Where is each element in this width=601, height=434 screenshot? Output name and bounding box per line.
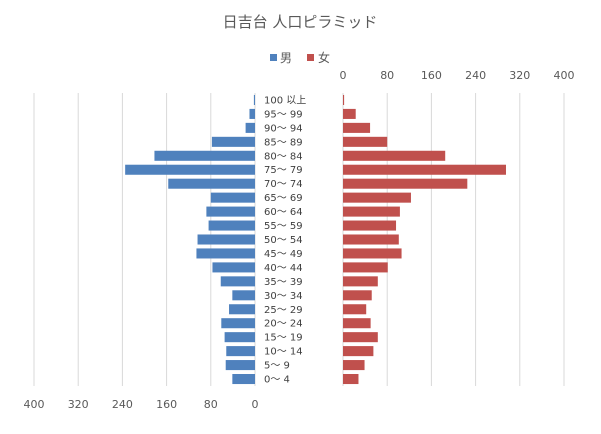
male-bar: [212, 262, 255, 273]
age-group-label: 0～ 4: [264, 375, 290, 386]
female-bar: [343, 206, 400, 217]
male-bar: [229, 304, 255, 315]
age-group-label: 35～ 39: [264, 277, 303, 288]
female-bar: [343, 276, 378, 287]
male-axis-tick-label: 0: [252, 398, 259, 411]
female-bar: [343, 346, 374, 357]
female-bar: [343, 192, 411, 203]
male-axis-tick-label: 240: [112, 398, 133, 411]
age-group-label: 5～ 9: [264, 361, 290, 372]
female-axis-ticks: 0 80 160 240 320 400: [340, 69, 575, 82]
male-axis-tick-label: 400: [24, 398, 45, 411]
male-bar: [208, 220, 255, 231]
age-group-label: 95～ 99: [264, 109, 303, 120]
female-bar: [343, 360, 365, 371]
male-bar: [125, 164, 255, 175]
age-group-label: 70～ 74: [264, 179, 303, 190]
age-group-label: 40～ 44: [264, 263, 303, 274]
male-bars: [125, 94, 255, 385]
female-bar: [343, 220, 397, 231]
age-group-label: 85～ 89: [264, 137, 303, 148]
age-group-label: 90～ 94: [264, 123, 303, 134]
age-group-label: 10～ 14: [264, 347, 303, 358]
female-axis-tick-label: 80: [380, 69, 394, 82]
male-axis-tick-label: 160: [156, 398, 177, 411]
female-bar: [343, 332, 378, 343]
male-bar: [225, 360, 255, 371]
female-bars: [343, 94, 506, 385]
male-bar: [232, 290, 255, 301]
male-bar: [249, 108, 255, 119]
legend-swatch-female: [307, 54, 314, 61]
female-bar: [343, 136, 388, 147]
age-group-label: 50～ 54: [264, 235, 303, 246]
male-bar: [220, 276, 255, 287]
female-bar: [343, 290, 372, 301]
female-bar: [343, 164, 506, 175]
female-bar: [343, 374, 359, 385]
male-bar: [224, 332, 255, 343]
age-group-label: 75～ 79: [264, 165, 303, 176]
male-bar: [253, 94, 255, 105]
male-axis-ticks: 400 320 240 160 80 0: [24, 398, 259, 411]
female-bar: [343, 94, 345, 105]
female-bar: [343, 178, 468, 189]
age-group-label: 25～ 29: [264, 305, 303, 316]
age-group-label: 65～ 69: [264, 193, 303, 204]
age-group-label: 55～ 59: [264, 221, 303, 232]
male-bar: [226, 346, 255, 357]
male-axis-tick-label: 320: [68, 398, 89, 411]
female-bar: [343, 150, 446, 161]
female-bar: [343, 234, 399, 245]
male-bar: [197, 234, 255, 245]
chart-title: 日吉台 人口ピラミッド: [223, 13, 378, 31]
female-bar: [343, 304, 367, 315]
female-axis-tick-label: 240: [465, 69, 486, 82]
female-bar: [343, 122, 371, 133]
male-bar: [232, 374, 255, 385]
age-group-label: 45～ 49: [264, 249, 303, 260]
age-group-label: 100 以上: [264, 94, 306, 106]
age-group-label: 15～ 19: [264, 333, 303, 344]
male-bar: [206, 206, 255, 217]
legend-label-male: 男: [280, 51, 292, 65]
age-group-label: 60～ 64: [264, 207, 303, 218]
female-bar: [343, 318, 371, 329]
male-bar: [245, 122, 255, 133]
female-axis-tick-label: 0: [340, 69, 347, 82]
female-bar: [343, 248, 402, 259]
male-bar: [210, 192, 255, 203]
male-bar: [154, 150, 255, 161]
female-axis-tick-label: 400: [554, 69, 575, 82]
male-bar: [211, 136, 255, 147]
legend-label-female: 女: [318, 50, 330, 65]
female-axis-tick-label: 160: [421, 69, 442, 82]
age-group-labels: 100 以上 95～ 99 90～ 94 85～ 89 80～ 84 75～ 79 70～ …: [264, 94, 306, 385]
female-axis-tick-label: 320: [509, 69, 530, 82]
female-bar: [343, 108, 356, 119]
legend: 男 女: [270, 50, 330, 65]
male-bar: [196, 248, 255, 259]
male-bar: [221, 318, 255, 329]
age-group-label: 30～ 34: [264, 291, 303, 302]
legend-swatch-male: [270, 54, 277, 61]
age-group-label: 20～ 24: [264, 319, 303, 330]
female-bar: [343, 262, 388, 273]
male-bar: [168, 178, 255, 189]
male-axis-tick-label: 80: [204, 398, 218, 411]
age-group-label: 80～ 84: [264, 151, 303, 162]
